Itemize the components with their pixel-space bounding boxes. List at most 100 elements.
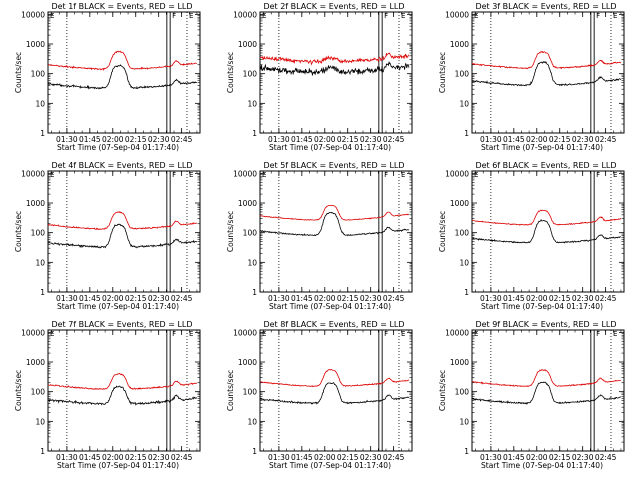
marker-label-f: F [384, 330, 388, 338]
lld-series-line [471, 50, 622, 70]
x-tick-label: 02:00 [102, 294, 124, 303]
x-tick-label: 02:15 [125, 453, 147, 462]
x-tick-label: 01:45 [79, 294, 101, 303]
lld-series-line [48, 50, 197, 71]
x-tick-label: 02:45 [171, 294, 193, 303]
plot-title: Det 8f BLACK = Events, RED = LLD [263, 320, 404, 329]
y-tick-label: 100 [31, 70, 46, 79]
y-tick-label: 1 [464, 288, 469, 297]
x-axis-label: Start Time (07-Sep-04 01:17:40) [269, 302, 391, 311]
plot-title: Det 6f BLACK = Events, RED = LLD [475, 161, 616, 170]
marker-label-e: E [50, 171, 54, 179]
marker-label-f: F [596, 12, 600, 20]
plot-title: Det 7f BLACK = Events, RED = LLD [51, 320, 192, 329]
marker-label-e: E [474, 330, 478, 338]
plot-frame [259, 170, 413, 293]
x-tick-label: 02:00 [314, 453, 336, 462]
plot-frame [47, 170, 201, 293]
y-tick-label: 1000 [238, 358, 257, 367]
x-tick-label: 01:30 [56, 135, 78, 144]
y-axis-label: Counts/sec [438, 52, 447, 93]
y-axis-label: Counts/sec [438, 211, 447, 252]
y-tick-label: 10 [459, 417, 469, 426]
x-tick-label: 02:45 [383, 294, 405, 303]
x-axis-label: Start Time (07-Sep-04 01:17:40) [481, 461, 603, 470]
marker-label-e: E [50, 330, 54, 338]
x-tick-label: 01:45 [291, 453, 313, 462]
y-tick-label: 1 [40, 129, 45, 138]
plot-frame [471, 11, 625, 134]
plot-frame [47, 329, 201, 452]
y-tick-label: 100 [31, 229, 46, 238]
y-tick-label: 10000 [233, 10, 257, 19]
y-tick-label: 1 [40, 288, 45, 297]
y-tick-label: 1 [40, 447, 45, 456]
lld-series-line [260, 204, 409, 221]
y-tick-label: 10000 [233, 328, 257, 337]
x-tick-label: 02:30 [572, 135, 594, 144]
x-tick-label: 01:45 [291, 135, 313, 144]
y-tick-label: 1000 [26, 358, 45, 367]
x-axis-label: Start Time (07-Sep-04 01:17:40) [481, 143, 603, 152]
events-series-line [471, 381, 621, 405]
x-tick-label: 02:45 [595, 135, 617, 144]
events-series-line [259, 382, 410, 405]
x-tick-label: 01:30 [480, 453, 502, 462]
y-tick-label: 10 [247, 99, 257, 108]
plot-title: Det 5f BLACK = Events, RED = LLD [263, 161, 404, 170]
x-tick-label: 01:45 [503, 135, 525, 144]
det-plot-1: Det 1f BLACK = Events, RED = LLD 1 10 100 10… [14, 2, 201, 152]
x-tick-label: 02:45 [171, 453, 193, 462]
x-tick-label: 01:45 [503, 294, 525, 303]
plot-title: Det 2f BLACK = Events, RED = LLD [263, 2, 404, 11]
y-tick-label: 1 [252, 288, 257, 297]
marker-label-e-post: E [189, 171, 193, 179]
x-tick-label: 01:30 [268, 294, 290, 303]
x-tick-label: 02:15 [125, 294, 147, 303]
marker-label-e: E [50, 12, 54, 20]
x-tick-label: 01:30 [56, 453, 78, 462]
plot-title: Det 4f BLACK = Events, RED = LLD [51, 161, 192, 170]
x-tick-label: 02:15 [337, 294, 359, 303]
x-tick-label: 02:45 [383, 453, 405, 462]
x-tick-label: 01:45 [503, 453, 525, 462]
marker-label-e: E [474, 171, 478, 179]
y-tick-label: 10 [247, 417, 257, 426]
x-tick-label: 02:15 [549, 453, 571, 462]
x-tick-label: 02:45 [595, 294, 617, 303]
x-tick-label: 02:15 [549, 294, 571, 303]
y-tick-label: 10 [35, 99, 45, 108]
marker-label-f: F [384, 12, 388, 20]
plot-title: Det 9f BLACK = Events, RED = LLD [475, 320, 616, 329]
marker-label-f: F [172, 12, 176, 20]
events-series-line [47, 64, 197, 90]
det-plot-3: Det 3f BLACK = Events, RED = LLD 1 10 100 10… [438, 2, 625, 152]
y-tick-label: 100 [243, 388, 258, 397]
marker-label-e: E [262, 171, 266, 179]
x-tick-label: 02:30 [148, 135, 170, 144]
det-plot-8: Det 8f BLACK = Events, RED = LLD 1 10 100 10… [226, 320, 413, 470]
y-axis-label: Counts/sec [14, 52, 23, 93]
events-series-line [47, 385, 198, 406]
x-tick-label: 02:15 [125, 135, 147, 144]
x-tick-label: 02:00 [102, 135, 124, 144]
y-tick-label: 100 [243, 70, 258, 79]
det-plot-9: Det 9f BLACK = Events, RED = LLD 1 10 100 10… [438, 320, 625, 470]
y-tick-label: 1000 [26, 40, 45, 49]
x-tick-label: 02:00 [102, 453, 124, 462]
plot-title: Det 3f BLACK = Events, RED = LLD [475, 2, 616, 11]
x-tick-label: 02:30 [148, 294, 170, 303]
det-plot-6: Det 6f BLACK = Events, RED = LLD 1 10 100 10… [438, 161, 625, 311]
y-axis-label: Counts/sec [14, 370, 23, 411]
events-series-line [471, 218, 622, 244]
y-tick-label: 10 [247, 258, 257, 267]
y-tick-label: 10000 [445, 10, 469, 19]
y-tick-label: 10 [35, 258, 45, 267]
det-plot-2: Det 2f BLACK = Events, RED = LLD 1 10 100 10… [226, 2, 413, 152]
x-tick-label: 01:30 [268, 453, 290, 462]
y-tick-label: 10000 [21, 328, 45, 337]
x-tick-label: 01:30 [480, 294, 502, 303]
x-axis-label: Start Time (07-Sep-04 01:17:40) [269, 461, 391, 470]
